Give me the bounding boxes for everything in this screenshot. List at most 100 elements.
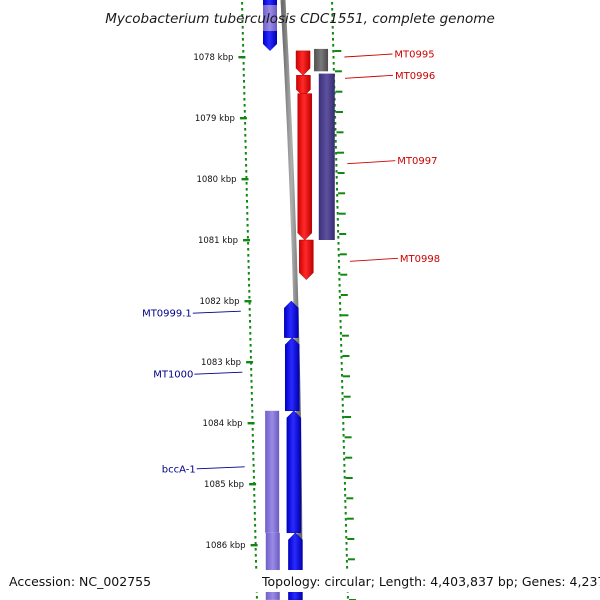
guide-dot <box>245 194 248 197</box>
guide-dot <box>241 32 244 35</box>
guide-dot <box>243 86 246 89</box>
minor-tick <box>335 90 343 93</box>
guide-dot <box>251 434 254 437</box>
guide-dot <box>345 542 348 545</box>
guide-dot <box>246 212 249 215</box>
guide-dot <box>251 416 254 419</box>
guide-dot <box>244 128 247 131</box>
guide-dot <box>252 470 255 473</box>
guide-dot <box>336 218 339 221</box>
guide-dot <box>250 386 253 389</box>
reverse-gene-bar <box>318 73 335 240</box>
guide-dot <box>247 254 250 257</box>
guide-dot <box>340 368 343 371</box>
minor-tick <box>344 436 352 439</box>
guide-dot <box>340 356 343 359</box>
reverse-gene-arrow <box>295 50 311 76</box>
guide-dot <box>339 326 342 329</box>
guide-dot <box>337 236 340 239</box>
guide-dot <box>344 518 347 521</box>
guide-dot <box>336 206 339 209</box>
guide-dot <box>242 74 245 77</box>
guide-dot <box>244 158 247 161</box>
guide-dot <box>250 392 253 395</box>
guide-dot <box>254 524 257 527</box>
guide-dot <box>335 158 338 161</box>
guide-dot <box>249 332 252 335</box>
guide-dot <box>334 116 337 119</box>
guide-dot <box>248 296 251 299</box>
guide-dot <box>247 260 250 263</box>
reverse-gene-arrow <box>296 75 311 98</box>
guide-dot <box>241 20 244 23</box>
forward-gene-label: MT1000 <box>153 370 193 381</box>
guide-dot <box>332 62 335 65</box>
guide-dot <box>243 92 246 95</box>
guide-dot <box>246 224 249 227</box>
reverse-gene-label: MT0996 <box>395 71 435 82</box>
minor-tick <box>343 395 351 398</box>
minor-tick <box>341 314 349 317</box>
reverse-leader-line <box>344 74 394 79</box>
guide-dot <box>254 542 257 545</box>
minor-tick <box>336 111 343 113</box>
guide-dot <box>345 530 348 533</box>
reverse-gene-label: MT0997 <box>397 156 437 167</box>
guide-dot <box>255 560 257 563</box>
minor-tick <box>344 416 352 418</box>
reverse-gene-label: MT0998 <box>400 254 440 265</box>
guide-dot <box>253 488 256 491</box>
guide-dot <box>332 50 335 53</box>
guide-dot <box>344 494 347 497</box>
guide-dot <box>333 110 336 113</box>
pseudo-gene-bar <box>314 48 329 72</box>
minor-tick <box>337 172 345 174</box>
kbp-tick <box>249 483 257 486</box>
guide-dot <box>340 344 343 347</box>
guide-dot <box>335 182 338 185</box>
forward-gene-arrow <box>284 300 299 338</box>
guide-dot <box>250 398 253 401</box>
guide-dot <box>331 2 334 5</box>
guide-dot <box>331 14 334 17</box>
guide-dot <box>253 494 256 497</box>
guide-dot <box>244 152 247 155</box>
guide-dot <box>248 302 251 305</box>
guide-dot <box>247 266 250 269</box>
guide-dot <box>241 8 244 11</box>
guide-dot <box>332 38 334 41</box>
minor-tick <box>337 151 344 154</box>
guide-dot <box>337 230 340 233</box>
guide-dot <box>253 518 256 521</box>
kbp-tick <box>243 239 250 242</box>
guide-dot <box>338 266 341 269</box>
guide-dot <box>336 194 339 197</box>
guide-dot <box>245 176 248 179</box>
minor-tick <box>343 375 350 378</box>
minor-tick <box>345 477 353 479</box>
forward-gene-label: MT0999.1 <box>142 309 192 320</box>
guide-dot <box>331 8 334 11</box>
guide-dot <box>242 50 245 53</box>
guide-dot <box>343 470 346 473</box>
guide-dot <box>244 134 247 137</box>
topology-label: Topology: circular; Length: 4,403,837 bp… <box>261 574 600 589</box>
guide-dot <box>244 140 247 143</box>
guide-dot <box>331 20 334 23</box>
reverse-gene-arrow <box>297 93 313 241</box>
guide-dot <box>243 80 245 83</box>
guide-dot <box>243 110 246 113</box>
forward-leader-line <box>196 466 245 470</box>
kbp-label: 1082 kbp <box>199 297 239 307</box>
guide-dot <box>241 14 244 17</box>
kbp-tick <box>241 178 249 181</box>
minor-tick <box>345 456 353 459</box>
guide-dot <box>333 104 336 107</box>
guide-dot <box>242 44 245 47</box>
guide-dot <box>252 452 255 455</box>
guide-dot <box>249 320 251 323</box>
guide-dot <box>252 464 255 467</box>
guide-dot <box>341 380 344 383</box>
guide-dot <box>241 26 244 29</box>
